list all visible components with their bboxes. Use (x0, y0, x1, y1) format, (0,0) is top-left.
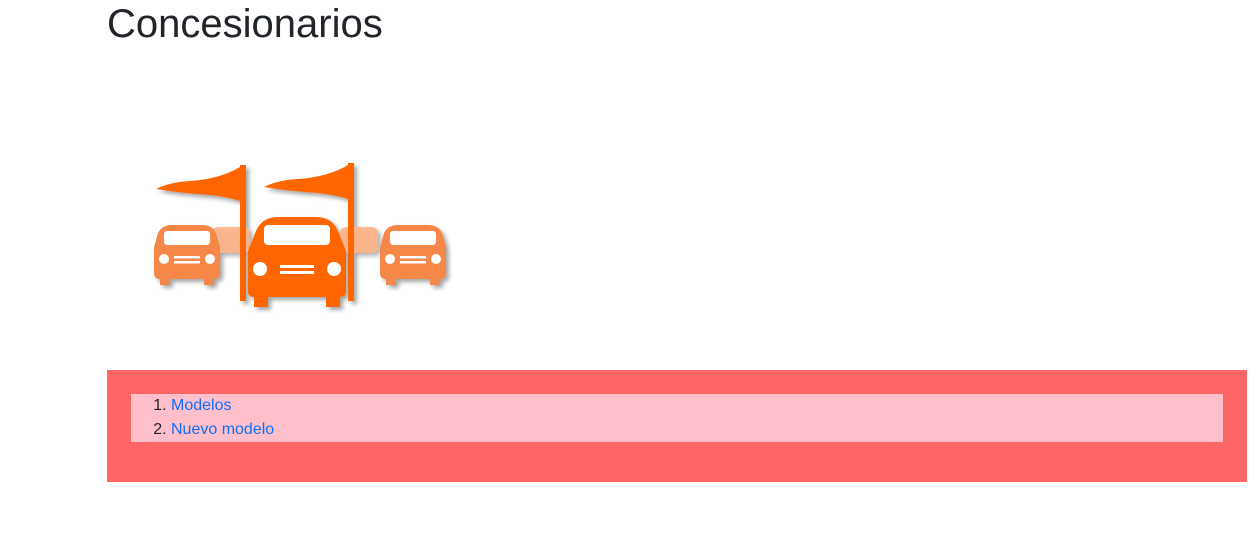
page-title: Concesionarios (107, 2, 383, 46)
nav-list: Modelos Nuevo modelo (131, 394, 1223, 442)
list-item: Nuevo modelo (171, 418, 1223, 442)
nuevo-modelo-link[interactable]: Nuevo modelo (171, 421, 275, 438)
list-item: Modelos (171, 394, 1223, 418)
nav-panel: Modelos Nuevo modelo (107, 370, 1247, 482)
modelos-link[interactable]: Modelos (171, 397, 232, 414)
car-dealership-icon (154, 163, 446, 307)
